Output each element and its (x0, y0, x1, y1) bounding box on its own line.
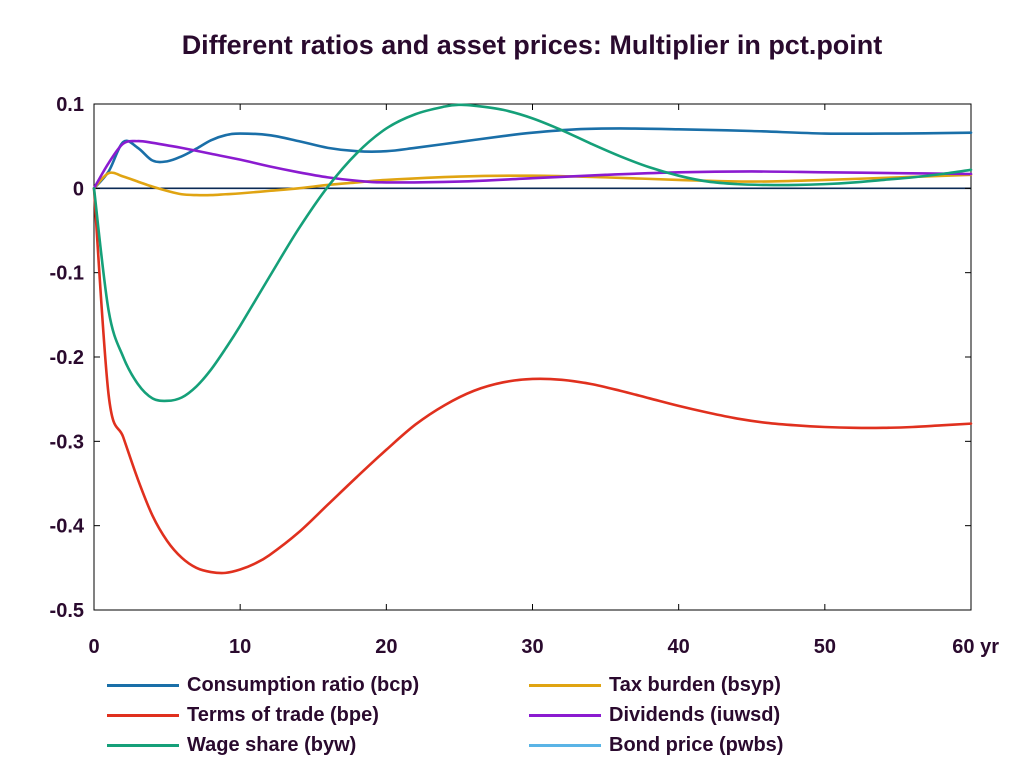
y-tick-label: -0.1 (50, 263, 84, 285)
x-tick-label: 30 (521, 636, 543, 658)
x-tick-label: 60 yr (952, 636, 999, 658)
y-tick-label: -0.5 (50, 600, 84, 622)
x-tick-label: 20 (375, 636, 397, 658)
x-tick-label: 0 (88, 636, 99, 658)
x-tick-label: 40 (668, 636, 690, 658)
axes (93, 103, 972, 611)
series-lines (92, 103, 973, 575)
chart-title: Different ratios and asset prices: Multi… (181, 30, 883, 60)
x-tick-label: 50 (814, 636, 836, 658)
y-tick-label: -0.4 (50, 516, 85, 538)
series-line-terms-of-trade (92, 187, 973, 575)
y-tick-label: 0.1 (56, 94, 84, 116)
series-line-consumption-ratio (92, 127, 973, 190)
y-tick-label: -0.2 (50, 347, 84, 369)
series-line-wage-share (92, 103, 973, 403)
series-line-dividends (92, 139, 973, 190)
tick-labels: 0.10-0.1-0.2-0.3-0.4-0.50 10 20 30 40 50 60 yr (50, 94, 1000, 658)
y-tick-label: 0 (73, 178, 84, 200)
x-tick-label: 10 (229, 636, 251, 658)
y-tick-label: -0.3 (50, 431, 84, 453)
